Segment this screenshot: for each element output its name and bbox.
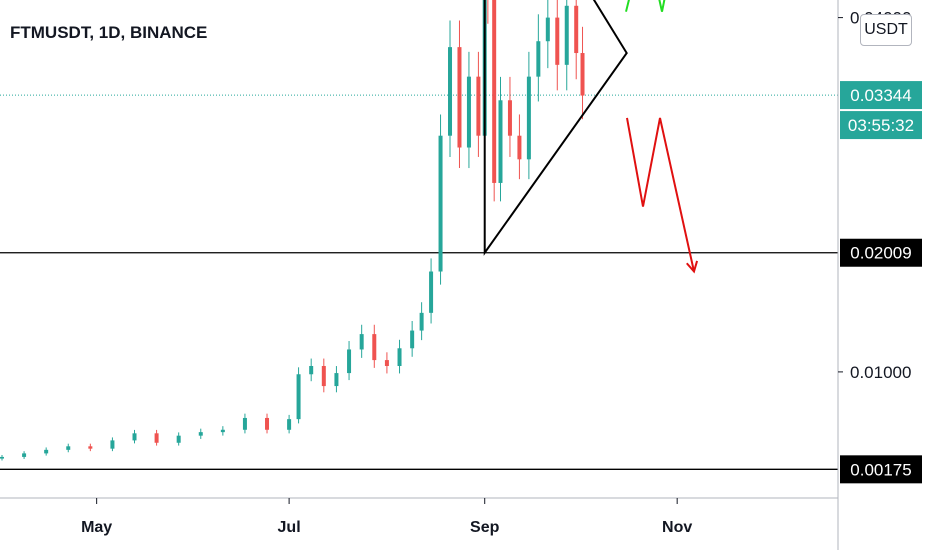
candle-body [580, 53, 585, 96]
candle-body [574, 5, 579, 54]
triangle-pattern [483, 0, 628, 256]
candle-body [492, 0, 497, 183]
candlestick-series [0, 0, 585, 461]
candle-body [347, 349, 352, 374]
candle-body [242, 417, 247, 430]
candle-body [309, 365, 314, 375]
level-price-tag [840, 455, 922, 484]
countdown-tag [840, 111, 922, 140]
candle-body [448, 47, 453, 136]
chart-title-text: FTMUSDT, 1D, BINANCE [10, 23, 207, 42]
candle-body [176, 435, 181, 443]
currency-unit-label: USDT [864, 21, 908, 38]
candle-body [296, 374, 301, 420]
candle-body [466, 76, 471, 148]
axes: 0.080000.070000.060000.050000.040000.010… [0, 0, 911, 550]
current-price-tag [840, 81, 922, 110]
candle-body [564, 5, 569, 65]
candle-body [321, 365, 326, 387]
level-price-text: 0.00175 [850, 460, 911, 479]
candle-body [498, 100, 503, 183]
countdown-text: 03:55:32 [848, 116, 914, 135]
candle-body [507, 100, 512, 136]
candle-body [536, 41, 541, 77]
candle-body [410, 330, 415, 349]
candle-body [0, 456, 4, 459]
candle-body [438, 135, 443, 272]
level-price-text: 0.02009 [850, 244, 911, 263]
candle-body [287, 419, 292, 430]
bearish-arrow [626, 117, 699, 274]
drawings [483, 0, 699, 274]
x-tick-label: May [81, 519, 112, 536]
candle-body [22, 453, 27, 457]
bearish-arrow-head [686, 260, 699, 274]
candle-body [476, 76, 481, 136]
candle-body [265, 417, 270, 430]
candle-body [154, 433, 159, 443]
candle-body [66, 446, 71, 450]
x-tick-label: Jul [278, 519, 301, 536]
candle-body [110, 440, 115, 449]
y-tick-label: 0.01000 [850, 363, 911, 382]
current-price-text: 0.03344 [850, 86, 911, 105]
candle-body [429, 271, 434, 313]
candle-body [372, 334, 377, 361]
currency-unit-button[interactable]: USDT [860, 14, 912, 46]
candle-body [397, 348, 402, 366]
x-tick-label: Sep [470, 519, 500, 536]
candle-body [44, 449, 49, 454]
x-tick-label: Nov [662, 519, 692, 536]
candle-body [419, 312, 424, 331]
bullish-arrow-short-path [625, 0, 666, 12]
candle-body [198, 432, 203, 436]
bullish-arrow-short [625, 0, 666, 12]
candle-body [545, 17, 550, 42]
candle-body [457, 47, 462, 148]
candle-body [220, 429, 225, 433]
chart-title: FTMUSDT, 1D, BINANCE [10, 23, 207, 42]
bearish-arrow-path [626, 117, 695, 272]
candle-body [132, 433, 137, 441]
candle-body [526, 76, 531, 160]
candle-body [359, 334, 364, 350]
candle-body [555, 17, 560, 65]
candle-body [517, 135, 522, 160]
candle-body [88, 446, 93, 449]
candle-body [384, 360, 389, 366]
candle-body [334, 373, 339, 387]
level-price-tag [840, 238, 922, 267]
